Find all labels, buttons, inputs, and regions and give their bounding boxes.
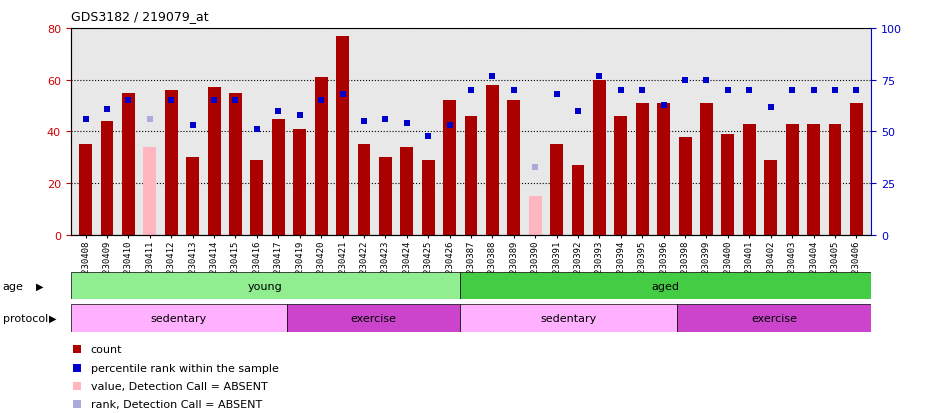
Bar — [464, 116, 478, 235]
Text: age: age — [3, 281, 24, 291]
Bar — [422, 161, 434, 235]
Bar — [486, 86, 499, 235]
Bar — [358, 145, 370, 235]
Bar — [636, 104, 649, 235]
Text: GDS3182 / 219079_at: GDS3182 / 219079_at — [71, 10, 208, 23]
Bar — [572, 166, 584, 235]
Bar — [461, 273, 871, 299]
Text: rank, Detection Call = ABSENT: rank, Detection Call = ABSENT — [90, 399, 262, 409]
Bar — [700, 104, 713, 235]
Text: young: young — [248, 281, 283, 291]
Bar — [272, 119, 284, 235]
Bar — [336, 37, 349, 235]
Bar — [187, 158, 199, 235]
Text: sedentary: sedentary — [541, 313, 596, 323]
Bar — [743, 124, 755, 235]
Bar — [658, 104, 670, 235]
Bar — [79, 145, 92, 235]
Bar — [676, 304, 871, 332]
Bar — [550, 145, 563, 235]
Text: aged: aged — [652, 281, 680, 291]
Text: protocol: protocol — [3, 313, 48, 323]
Bar — [229, 93, 242, 235]
Bar — [143, 148, 156, 235]
Text: value, Detection Call = ABSENT: value, Detection Call = ABSENT — [90, 381, 268, 391]
Text: ▶: ▶ — [49, 313, 57, 323]
Bar — [71, 273, 461, 299]
Bar — [315, 78, 328, 235]
Bar — [293, 130, 306, 235]
Bar — [528, 197, 542, 235]
Bar — [400, 148, 414, 235]
Text: ▶: ▶ — [36, 281, 43, 291]
Bar — [593, 81, 606, 235]
Bar — [850, 104, 863, 235]
Bar — [461, 304, 676, 332]
Bar — [207, 88, 220, 235]
Bar — [508, 101, 520, 235]
Bar — [614, 116, 627, 235]
Bar — [122, 93, 135, 235]
Bar — [829, 124, 841, 235]
Bar — [722, 135, 735, 235]
Bar — [786, 124, 799, 235]
Text: sedentary: sedentary — [151, 313, 207, 323]
Bar — [165, 91, 178, 235]
Bar — [287, 304, 461, 332]
Bar — [678, 137, 691, 235]
Text: count: count — [90, 344, 122, 355]
Bar — [101, 122, 113, 235]
Bar — [807, 124, 820, 235]
Bar — [71, 304, 287, 332]
Bar — [764, 161, 777, 235]
Bar — [443, 101, 456, 235]
Text: percentile rank within the sample: percentile rank within the sample — [90, 363, 279, 373]
Bar — [379, 158, 392, 235]
Text: exercise: exercise — [751, 313, 797, 323]
Bar — [251, 161, 264, 235]
Text: exercise: exercise — [350, 313, 397, 323]
